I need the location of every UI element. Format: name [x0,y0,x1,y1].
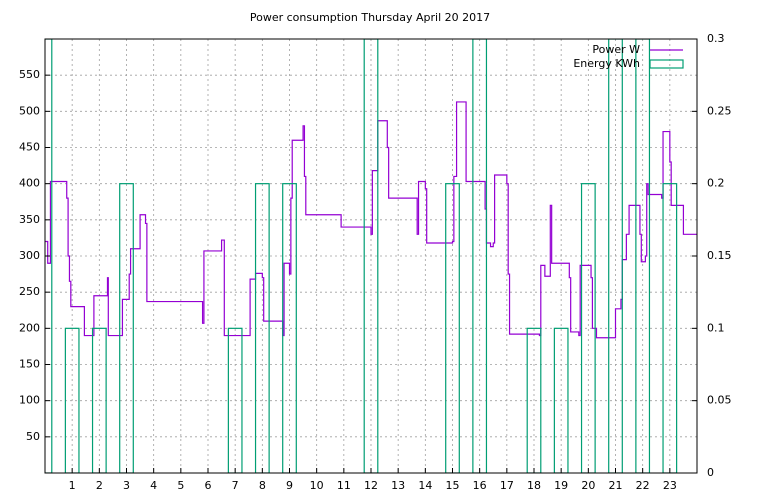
x-tick-label: 8 [259,479,266,492]
y-tick-label: 50 [26,430,40,443]
legend-swatch [649,59,684,69]
y2-tick-label: 0.05 [707,394,732,407]
chart-title: Power consumption Thursday April 20 2017 [250,11,490,24]
y-tick-label: 500 [19,104,40,117]
y-tick-label: 450 [19,141,40,154]
y-tick-label: 350 [19,213,40,226]
y-tick-label: 400 [19,177,40,190]
x-tick-label: 15 [446,479,460,492]
y-tick-label: 150 [19,358,40,371]
energy-box [45,39,53,473]
energy-box [608,39,623,473]
energy-box [363,39,379,473]
grid [45,39,697,473]
x-tick-label: 3 [123,479,130,492]
x-tick-label: 9 [286,479,293,492]
x-tick-label: 7 [232,479,239,492]
energy-box [227,327,243,473]
x-tick-label: 10 [310,479,324,492]
legend-label: Energy KWh [573,57,640,70]
energy-box [580,183,596,473]
x-tick-label: 20 [581,479,595,492]
x-tick-label: 5 [177,479,184,492]
y-tick-label: 300 [19,249,40,262]
y-tick-label: 200 [19,321,40,334]
y2-tick-label: 0.2 [707,177,725,190]
x-tick-label: 4 [150,479,157,492]
y-tick-label: 550 [19,68,40,81]
x-tick-label: 23 [663,479,677,492]
x-tick-label: 11 [337,479,351,492]
energy-box [662,183,678,473]
power-line [45,101,697,339]
x-tick-label: 22 [636,479,650,492]
y2-tick-label: 0.15 [707,249,732,262]
energy-box [526,327,542,473]
energy-box [119,183,134,473]
legend-label: Power W [592,43,640,56]
x-tick-label: 13 [391,479,405,492]
y2-tick-label: 0.3 [707,32,725,45]
energy-box [635,39,651,473]
x-tick-label: 16 [473,479,487,492]
axes: 1 2 3 4 5 6 7 8 9 10 11 12 13 14 15 16 17 18 19 20 21 22 23501… [19,32,732,492]
x-tick-label: 19 [554,479,568,492]
energy-box [254,183,270,473]
energy-box [282,183,297,473]
energy-box [472,39,488,473]
energy-box [91,327,107,473]
x-tick-label: 1 [69,479,76,492]
x-tick-label: 2 [96,479,103,492]
x-tick-label: 18 [527,479,541,492]
energy-box [64,327,80,473]
x-tick-label: 21 [609,479,623,492]
y2-tick-label: 0 [707,466,714,479]
x-tick-label: 17 [500,479,514,492]
energy-box [445,183,460,473]
x-tick-label: 12 [364,479,378,492]
x-tick-label: 6 [205,479,212,492]
y-tick-label: 250 [19,285,40,298]
plot-area [45,39,697,473]
y2-tick-label: 0.1 [707,321,725,334]
y-tick-label: 100 [19,394,40,407]
x-tick-label: 14 [418,479,432,492]
y2-tick-label: 0.25 [707,104,732,117]
energy-box [553,327,569,473]
